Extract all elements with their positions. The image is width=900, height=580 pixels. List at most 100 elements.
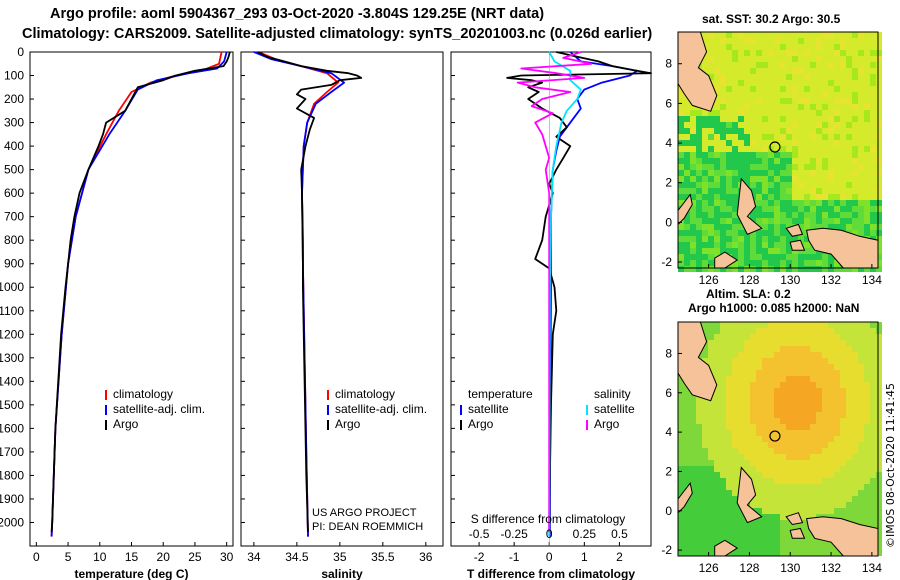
secondary-tick-label: 0 [546, 527, 553, 541]
y-tick-label: 1600 [0, 421, 24, 435]
secondary-axis-label: S difference from climatology [471, 512, 626, 526]
x-tick-label: 132 [821, 273, 841, 287]
legend-label: Argo [335, 417, 361, 431]
map-field [678, 32, 882, 272]
series-argo [257, 51, 363, 532]
y-tick-label: 8 [665, 57, 672, 71]
y-tick-label: 0 [665, 504, 672, 518]
y-tick-label: 1200 [0, 327, 24, 341]
plot-frame [240, 51, 444, 547]
x-tick-label: 34.5 [285, 550, 309, 564]
x-tick-label: 15 [125, 550, 139, 564]
y-tick-label: -2 [661, 543, 672, 557]
legend-label: Argo [594, 417, 620, 431]
y-tick-label: 8 [665, 346, 672, 360]
x-tick-label: 130 [780, 273, 800, 287]
sla-map-title: Altim. SLA: 0.2 [706, 287, 791, 301]
x-tick-label: 128 [739, 561, 759, 575]
x-tick-label: 126 [699, 561, 719, 575]
x-tick-label: 132 [821, 561, 841, 575]
x-tick-label: 5 [65, 550, 72, 564]
legend-label: climatology [113, 387, 173, 401]
argo-float-marker [769, 430, 781, 442]
y-tick-label: 2 [665, 176, 672, 190]
annotation-line-2: PI: DEAN ROEMMICH [312, 521, 423, 533]
y-tick-label: 1300 [0, 351, 24, 365]
x-tick-label: 10 [93, 550, 107, 564]
x-tick-label: 130 [780, 561, 800, 575]
plot-frame [450, 51, 652, 547]
y-tick-label: 300 [4, 116, 24, 130]
map-field [678, 322, 882, 556]
annotation-line-1: US ARGO PROJECT [312, 507, 417, 519]
landmass-halmahera [736, 177, 763, 235]
legend-title-temperature: temperature [468, 387, 533, 401]
landmass-halmahera [736, 466, 763, 524]
secondary-tick-label: -0.5 [469, 527, 490, 541]
x-tick-label: 0 [546, 550, 553, 564]
x-axis-label: temperature (deg C) [74, 567, 188, 580]
y-tick-label: 1100 [0, 304, 24, 318]
y-tick-label: 200 [4, 92, 24, 106]
secondary-tick-label: 0.25 [573, 527, 597, 541]
legend-label: Argo [468, 417, 494, 431]
x-tick-label: -1 [509, 550, 520, 564]
x-tick-label: 0 [33, 550, 40, 564]
y-tick-label: 0 [17, 45, 24, 59]
imos-credit: ©IMOS 08-Oct-2020 11:41:45 [884, 382, 897, 548]
x-tick-label: 2 [616, 550, 623, 564]
landmass-mindanao [677, 31, 718, 112]
x-tick-label: -2 [474, 550, 485, 564]
landmass-sula [714, 251, 739, 269]
x-axis-label: T difference from climatology [467, 567, 635, 580]
title-line-2: Climatology: CARS2009. Satellite-adjuste… [22, 26, 653, 42]
x-tick-label: 134 [862, 273, 882, 287]
x-tick-label: 35 [333, 550, 347, 564]
secondary-tick-label: 0.5 [611, 527, 628, 541]
x-axis-label: salinity [321, 567, 363, 580]
landmass-sula [714, 539, 739, 557]
legend-label: satellite [468, 402, 509, 416]
landmass-waigeo [785, 223, 804, 237]
y-tick-label: 700 [4, 210, 24, 224]
legend-title-salinity: salinity [594, 387, 631, 401]
landmass-mindanao [677, 321, 718, 402]
y-tick-label: 900 [4, 257, 24, 271]
x-tick-label: 128 [739, 273, 759, 287]
sst-map-title: sat. SST: 30.2 Argo: 30.5 [702, 12, 841, 26]
y-tick-label: 600 [4, 186, 24, 200]
legend-label: climatology [335, 387, 395, 401]
y-tick-label: 800 [4, 233, 24, 247]
map-frame [677, 31, 879, 269]
landmass-misool [789, 527, 806, 539]
series-argo [50, 51, 231, 532]
y-tick-label: 4 [665, 425, 672, 439]
x-tick-label: 34 [247, 550, 261, 564]
y-tick-label: 1500 [0, 398, 24, 412]
landmass-misool [789, 239, 806, 251]
y-tick-label: 1900 [0, 492, 24, 506]
x-tick-label: 30 [220, 550, 234, 564]
y-tick-label: 1000 [0, 280, 24, 294]
legend-label: satellite [594, 402, 635, 416]
y-tick-label: 1800 [0, 468, 24, 482]
y-tick-label: 6 [665, 96, 672, 110]
x-tick-label: 1 [581, 550, 588, 564]
y-tick-label: 2000 [0, 515, 24, 529]
y-tick-label: -2 [661, 255, 672, 269]
y-tick-label: 6 [665, 386, 672, 400]
x-tick-label: 134 [862, 561, 882, 575]
legend-label: satellite-adj. clim. [335, 402, 427, 416]
y-tick-label: 1700 [0, 445, 24, 459]
y-tick-label: 2 [665, 464, 672, 478]
x-tick-label: 36 [419, 550, 433, 564]
legend-label: satellite-adj. clim. [113, 402, 205, 416]
secondary-tick-label: -0.25 [500, 527, 528, 541]
x-tick-label: 35.5 [371, 550, 395, 564]
y-tick-label: 500 [4, 163, 24, 177]
sla-map-subtitle: Argo h1000: 0.085 h2000: NaN [688, 301, 860, 315]
